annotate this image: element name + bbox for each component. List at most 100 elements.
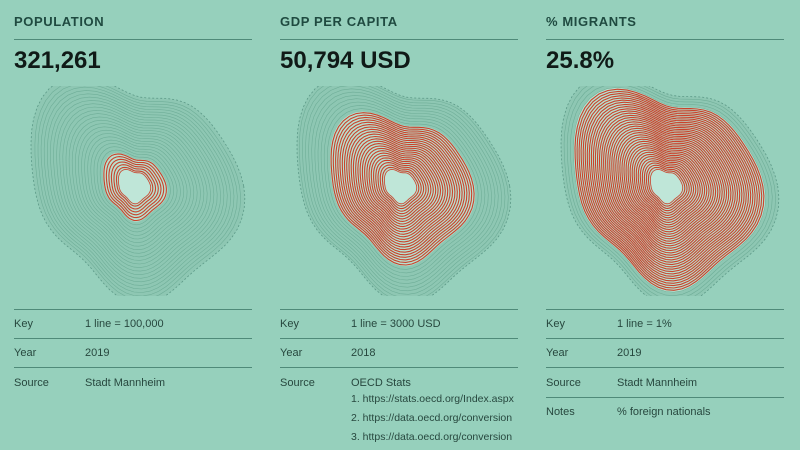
contour-line [576,90,763,289]
contour-line [373,157,429,217]
source-label: Source [546,377,581,389]
contour-line [43,90,231,290]
contour-line [314,95,492,284]
contour-line [607,123,730,254]
contour-line [623,140,712,235]
key-value: 1 line = 3000 USD [351,318,441,330]
contour-line [609,125,728,252]
divider [280,39,518,40]
contour-line [611,127,725,249]
panel-gdp-per-capita: GDP PER CAPITA 50,794 USD Key 1 line = 3… [280,0,534,447]
contour-line [339,121,466,256]
contour-line [573,87,766,293]
panel-value: 321,261 [14,47,101,74]
contour-line [647,166,686,207]
contour-line [341,124,463,253]
source-link[interactable]: 3. https://data.oecd.org/conversion [351,431,513,443]
contour-line [93,143,178,233]
contour-line [308,88,499,292]
contour-line [65,113,208,265]
source-label: Source [14,377,49,389]
contour-line [317,98,489,281]
contour-line [56,103,218,276]
contour-line [580,95,758,284]
contour-line [596,112,741,266]
year-label: Year [280,347,303,359]
contour-line [296,86,512,296]
city-core-shape [383,169,418,205]
contour-line [87,136,185,240]
contour-line [326,108,479,270]
notes-value: % foreign nationals [617,406,711,418]
divider [546,39,784,40]
contour-line [305,86,503,295]
divider [546,309,784,310]
city-core-shape [649,169,684,205]
contour-line [53,100,221,279]
divider [546,338,784,339]
divider [546,397,784,398]
divider [14,367,252,368]
contour-line [641,160,692,214]
contour-line [631,149,703,226]
divider [546,367,784,368]
divider [280,309,518,310]
contour-line [350,133,454,243]
city-contour-map [30,86,246,296]
contour-line [352,135,451,240]
contour-line [59,106,215,272]
contour-line [615,132,721,245]
contour-line [105,156,165,219]
source-link[interactable]: 2. https://data.oecd.org/conversion [351,412,513,424]
contour-line [639,158,695,216]
contour-line [68,116,205,261]
red-contour-group [573,87,766,292]
contour-line [343,126,461,251]
contour-line [335,116,470,261]
source-link[interactable]: 1. https://stats.oecd.org/Index.aspx [351,393,514,405]
contour-line [81,129,191,247]
contour-line [355,138,449,238]
source-value: Stadt Mannheim [85,377,166,389]
contour-line [637,155,697,219]
panel-value: 25.8% [546,47,615,74]
contour-line [108,158,162,216]
contour-line [50,96,225,283]
panel-population: POPULATION 321,261 Key 1 line = 100,000 … [14,0,268,447]
contour-line [566,86,773,296]
contour-line [570,86,770,296]
year-value: 2019 [617,347,642,359]
key-label: Key [546,318,565,330]
contour-line [359,143,444,233]
contour-line [617,134,719,242]
contour-line [370,154,432,220]
contour-line [361,145,442,230]
year-label: Year [14,347,37,359]
contour-line [601,116,736,261]
key-label: Key [14,318,33,330]
source-label: Source [280,377,315,389]
contour-line [588,103,750,275]
panel-title: % MIGRANTS [546,14,637,29]
contour-line [586,101,752,277]
notes-label: Notes [546,406,575,418]
contour-line [635,153,699,221]
contour-line [302,86,506,296]
source-value: OECD Stats [351,377,411,389]
contour-line [320,101,486,277]
contour-line [619,136,717,240]
divider [280,367,518,368]
key-value: 1 line = 100,000 [85,318,164,330]
contour-line [594,110,743,268]
contour-line [364,147,439,228]
year-value: 2019 [85,347,110,359]
city-contour-map [296,86,512,296]
contour-line [78,126,195,251]
contour-line [627,145,708,231]
city-core-shape [117,169,152,205]
contour-line [113,164,157,210]
contour-line [74,123,198,254]
contour-line [574,88,765,291]
contour-line [115,166,154,207]
contour-line [348,131,456,246]
